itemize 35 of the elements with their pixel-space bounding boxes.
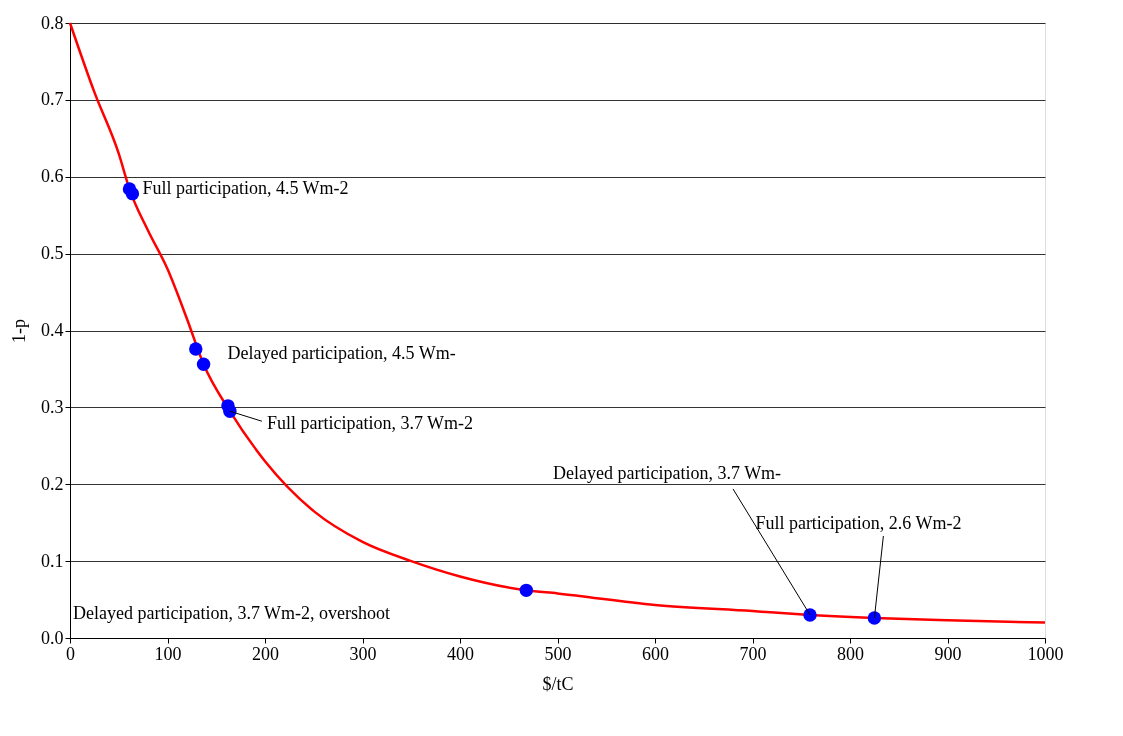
x-tick-label: 800 <box>837 643 864 664</box>
x-tick-label: 1000 <box>1027 643 1064 664</box>
point <box>189 342 203 356</box>
point <box>803 608 817 622</box>
point <box>196 357 211 372</box>
point <box>867 611 882 625</box>
y-axis-title: 1-p <box>9 319 29 343</box>
x-tick-label: 900 <box>934 643 962 664</box>
x-tick-label: 400 <box>447 643 474 664</box>
annotation: Delayed participation, 3.7 Wm- <box>553 462 782 483</box>
x-tick-label: 0 <box>66 643 75 664</box>
x-tick-label: 300 <box>349 643 377 664</box>
annotation: Delayed participation, 4.5 Wm- <box>227 343 456 364</box>
x-tick-label: 600 <box>642 643 669 664</box>
y-tick-label: 0.1 <box>41 550 64 571</box>
y-tick-label: 0.6 <box>41 166 64 187</box>
point <box>125 186 140 201</box>
x-tick-label: 700 <box>739 643 767 664</box>
x-axis-title: $/tC <box>542 673 574 694</box>
y-tick-label: 0.3 <box>41 396 64 417</box>
annotation: Full participation, 4.5 Wm-2 <box>142 177 349 198</box>
y-tick-label: 0.4 <box>41 320 64 340</box>
x-tick-label: 200 <box>252 643 279 664</box>
y-tick-label: 0.5 <box>41 243 64 264</box>
annotation: Delayed participation, 3.7 Wm-2, overshoot <box>73 603 391 623</box>
y-tick-label: 0.7 <box>41 89 64 110</box>
y-tick-label: 0.0 <box>41 627 64 648</box>
annotation: Full participation, 2.6 Wm-2 <box>755 513 962 534</box>
x-tick-label: 500 <box>544 643 572 664</box>
x-tick-label: 100 <box>154 643 182 664</box>
y-tick-label: 0.8 <box>41 12 64 33</box>
point <box>519 583 534 598</box>
annotation: Full participation, 3.7 Wm-2 <box>266 413 474 434</box>
point <box>223 404 237 418</box>
y-tick-label: 0.2 <box>41 473 64 494</box>
